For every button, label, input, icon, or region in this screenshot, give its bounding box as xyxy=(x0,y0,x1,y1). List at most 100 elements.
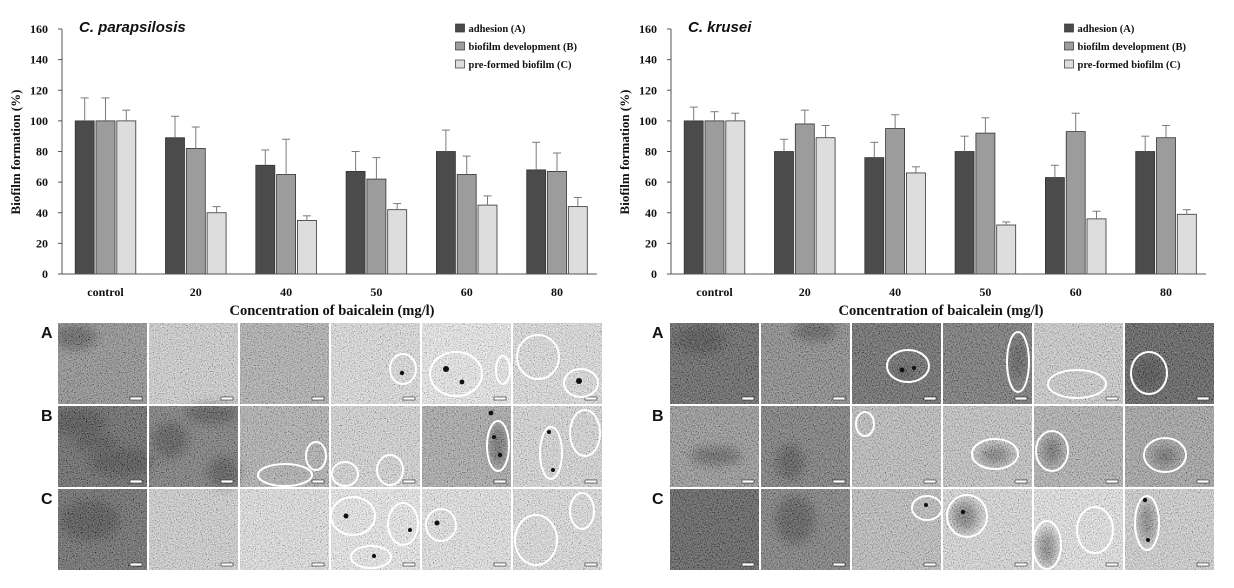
scale-bar xyxy=(1014,396,1028,401)
x-tick-label: 80 xyxy=(551,285,563,299)
annotation-ellipse xyxy=(429,351,483,397)
y-tick-label: 40 xyxy=(36,206,48,220)
legend-swatch xyxy=(455,59,465,69)
tile-gap xyxy=(670,487,1214,489)
scale-bar xyxy=(311,562,325,567)
annotation-ellipse xyxy=(1032,520,1062,570)
bar xyxy=(774,151,794,275)
annotation-ellipse xyxy=(331,461,359,487)
annotation-ellipse xyxy=(855,411,875,437)
bar xyxy=(185,148,206,275)
annotation-ellipse xyxy=(376,454,404,486)
x-tick-label: 40 xyxy=(889,285,901,299)
bar xyxy=(435,151,456,275)
annotation-ellipse xyxy=(886,349,930,383)
annotation-ellipse xyxy=(350,545,392,569)
bar xyxy=(547,171,567,275)
scale-bar xyxy=(741,396,755,401)
annotation-ellipse xyxy=(387,502,419,546)
scale-bar xyxy=(129,479,143,484)
tile-gap xyxy=(238,323,240,570)
y-tick-label: 80 xyxy=(36,145,48,159)
bar xyxy=(276,174,297,275)
scale-bar xyxy=(1196,562,1210,567)
x-tick-label: control xyxy=(87,285,124,299)
cell-cluster xyxy=(497,452,503,458)
y-tick-label: 120 xyxy=(639,83,657,97)
annotation-ellipse xyxy=(1035,430,1069,472)
annotation-ellipse xyxy=(946,494,988,538)
annotation-ellipse xyxy=(389,353,417,385)
y-tick-label: 20 xyxy=(36,236,48,250)
row-label-a: A xyxy=(652,325,664,342)
x-tick-label: control xyxy=(696,285,733,299)
scale-bar xyxy=(584,562,598,567)
bar xyxy=(387,209,408,275)
bar xyxy=(975,132,996,275)
y-tick-label: 60 xyxy=(645,175,657,189)
cell-cluster xyxy=(576,378,582,384)
y-tick-label: 100 xyxy=(30,114,48,128)
bar xyxy=(794,123,815,275)
scale-bar xyxy=(1105,479,1119,484)
cell-cluster xyxy=(372,554,376,558)
micrograph-grid-c-krusei xyxy=(670,323,1214,570)
legend-swatch xyxy=(455,41,465,51)
y-tick-label: 160 xyxy=(30,22,48,36)
cell-cluster xyxy=(551,468,555,472)
annotation-ellipse xyxy=(911,495,943,521)
annotation-ellipse xyxy=(569,409,601,457)
annotation-ellipse xyxy=(1006,331,1030,393)
x-tick-label: 50 xyxy=(370,285,382,299)
bar xyxy=(165,137,185,275)
scale-bar xyxy=(129,562,143,567)
cell-cluster xyxy=(434,520,440,526)
scale-bar xyxy=(741,562,755,567)
x-tick-label: 60 xyxy=(1070,285,1082,299)
x-axis-label: Concentration of baicalein (mg/l) xyxy=(230,303,435,319)
bar-chart-c-krusei: C. krusei Biofilm formation (%) 0 20 40 60 80 1… xyxy=(617,19,1206,319)
bar xyxy=(725,120,746,275)
legend-swatch xyxy=(1064,41,1074,51)
scale-bar xyxy=(311,479,325,484)
x-tick-label: 40 xyxy=(280,285,292,299)
y-tick-label: 80 xyxy=(645,145,657,159)
y-tick-label: 140 xyxy=(639,53,657,67)
bar xyxy=(954,151,975,275)
bar xyxy=(996,224,1017,275)
scale-bar xyxy=(1196,396,1210,401)
bar xyxy=(885,128,906,275)
tile-gap xyxy=(329,323,331,570)
annotation-ellipse xyxy=(1130,351,1168,395)
scale-bar xyxy=(220,479,234,484)
scale-bar xyxy=(402,562,416,567)
bar-chart-c-parapsilosis: C. parapsilosis Biofilm formation (%) 0 20 4… xyxy=(8,19,597,319)
annotation-ellipse xyxy=(514,514,558,566)
scale-bar xyxy=(832,562,846,567)
bar xyxy=(206,212,227,275)
legend-swatch xyxy=(455,23,465,33)
scale-bar xyxy=(220,562,234,567)
scale-bar xyxy=(584,396,598,401)
bar xyxy=(815,137,836,275)
bar xyxy=(1044,177,1065,275)
tile-gap xyxy=(511,323,513,570)
tile-gap xyxy=(1032,323,1034,570)
annotation-ellipse xyxy=(539,426,563,480)
tile-gap xyxy=(58,404,602,406)
annotation-ellipse xyxy=(1134,495,1160,551)
bar xyxy=(683,120,704,275)
tile-gap xyxy=(420,323,422,570)
row-label-c: C xyxy=(41,491,53,508)
bar xyxy=(1086,218,1107,275)
scale-bar xyxy=(220,396,234,401)
scale-bar xyxy=(402,479,416,484)
bar xyxy=(1176,213,1197,275)
bar xyxy=(1135,151,1156,275)
annotation-ellipse xyxy=(971,438,1019,470)
cell-cluster xyxy=(399,370,405,376)
tile-gap xyxy=(850,323,852,570)
cell-cluster xyxy=(960,509,966,515)
y-axis-label: Biofilm formation (%) xyxy=(617,90,632,215)
